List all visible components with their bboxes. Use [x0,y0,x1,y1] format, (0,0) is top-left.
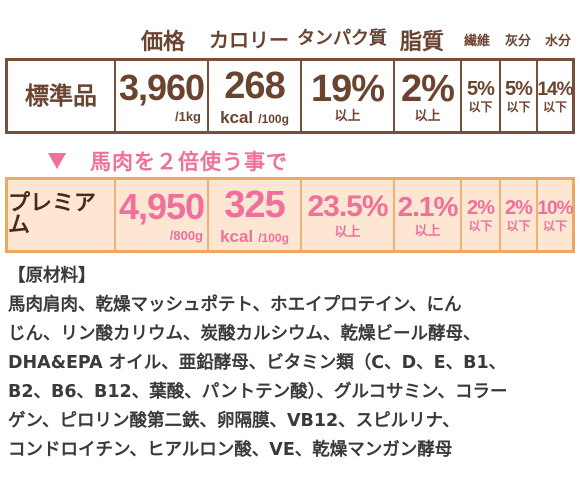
premium-price-cell: 4,950 /800g [114,180,207,250]
standard-ash: 5% [505,78,533,100]
premium-fat-suffix: 以上 [414,223,441,239]
ingredients-block: 【原材料】 馬肉肩肉、乾燥マッシュポテト、ホエイプロテイン、にん じん、リン酸カ… [8,262,574,465]
premium-calorie-cell: 325 kcal /100g [207,180,300,250]
premium-moisture: 10% [537,197,573,219]
down-triangle-icon [48,153,66,169]
premium-price-unit: /800g [169,227,203,243]
ingredients-line: B2、B6、B12、葉酸、パントテン酸）、グルコサミン、コラー [8,382,508,402]
standard-calorie-kcal: kcal [220,107,254,127]
premium-ash-suffix: 以下 [506,219,531,233]
premium-row: プレミアム 4,950 /800g 325 kcal /100g 23.5% 以… [5,177,575,253]
standard-moisture-suffix: 以下 [542,99,567,114]
ingredients-line: ゲン、ピロリン酸第二鉄、卵隔膜、VB12、スピルリナ、 [8,411,460,431]
header-fat: 脂質 [399,30,444,55]
standard-fiber: 5% [467,78,495,100]
standard-price-cell: 3,960 /1kg [114,61,207,131]
premium-ash: 2% [505,197,533,219]
standard-protein-cell: 19% 以上 [300,61,393,131]
header-price: 価格 [140,30,185,55]
premium-label: プレミアム [8,191,97,238]
standard-price-unit: /1kg [174,108,201,124]
header-protein: タンパク質 [297,28,387,49]
premium-fiber-suffix: 以下 [468,219,493,233]
standard-calorie: 268 [224,64,285,107]
premium-calorie-kcal: kcal [220,226,254,246]
premium-moisture-cell: 10% 以下 [536,180,574,250]
header-fiber: 繊維 [463,34,490,49]
premium-calorie: 325 [224,183,285,226]
premium-fat-cell: 2.1% 以上 [393,180,460,250]
premium-protein-cell: 23.5% 以上 [300,180,393,250]
ingredients-line: じん、リン酸カリウム、炭酸カルシウム、乾燥ビール酵母、 [8,324,481,344]
ingredients-heading: 【原材料】 [8,266,96,286]
ingredients-line: DHA&EPA オイル、亜鉛酵母、ビタミン類（C、D、E、B1、 [8,353,507,373]
ingredients-line: コンドロイチン、ヒアルロン酸、VE、乾燥マンガン酵母 [8,440,453,460]
premium-protein: 23.5% [307,189,388,223]
standard-fiber-cell: 5% 以下 [460,61,499,131]
transition-text: 馬肉を２倍使う事で [90,150,288,174]
premium-calorie-per: /100g [258,230,289,245]
header-ash: 灰分 [504,34,531,49]
standard-ash-cell: 5% 以下 [499,61,536,131]
premium-fiber: 2% [467,197,495,219]
premium-protein-suffix: 以上 [334,224,361,240]
premium-fat: 2.1% [397,190,459,222]
premium-moisture-suffix: 以下 [542,218,567,233]
standard-fat: 2% [401,67,455,110]
premium-price: 4,950 [118,185,205,227]
standard-calorie-per: /100g [258,111,289,126]
standard-moisture-cell: 14% 以下 [536,61,574,131]
standard-row: 標準品 3,960 /1kg 268 kcal /100g 19% 以上 2% … [5,58,575,134]
standard-ash-suffix: 以下 [506,100,531,114]
standard-fat-cell: 2% 以上 [393,61,460,131]
standard-fat-suffix: 以上 [414,108,441,124]
premium-ash-cell: 2% 以下 [499,180,536,250]
header-moisture: 水分 [544,34,571,49]
standard-fiber-suffix: 以下 [468,100,493,114]
standard-calorie-cell: 268 kcal /100g [207,61,300,131]
standard-label: 標準品 [25,82,97,110]
header-calorie: カロリー [209,28,289,52]
nutrition-header: 価格 カロリー タンパク質 脂質 繊維 灰分 水分 [0,24,580,55]
standard-moisture: 14% [537,78,573,100]
transition-banner: 馬肉を２倍使う事で [48,146,288,176]
ingredients-line: 馬肉肩肉、乾燥マッシュポテト、ホエイプロテイン、にん [8,295,462,315]
standard-price: 3,960 [118,66,205,108]
standard-protein: 19% [310,67,385,110]
standard-protein-suffix: 以上 [334,108,361,124]
premium-fiber-cell: 2% 以下 [460,180,499,250]
